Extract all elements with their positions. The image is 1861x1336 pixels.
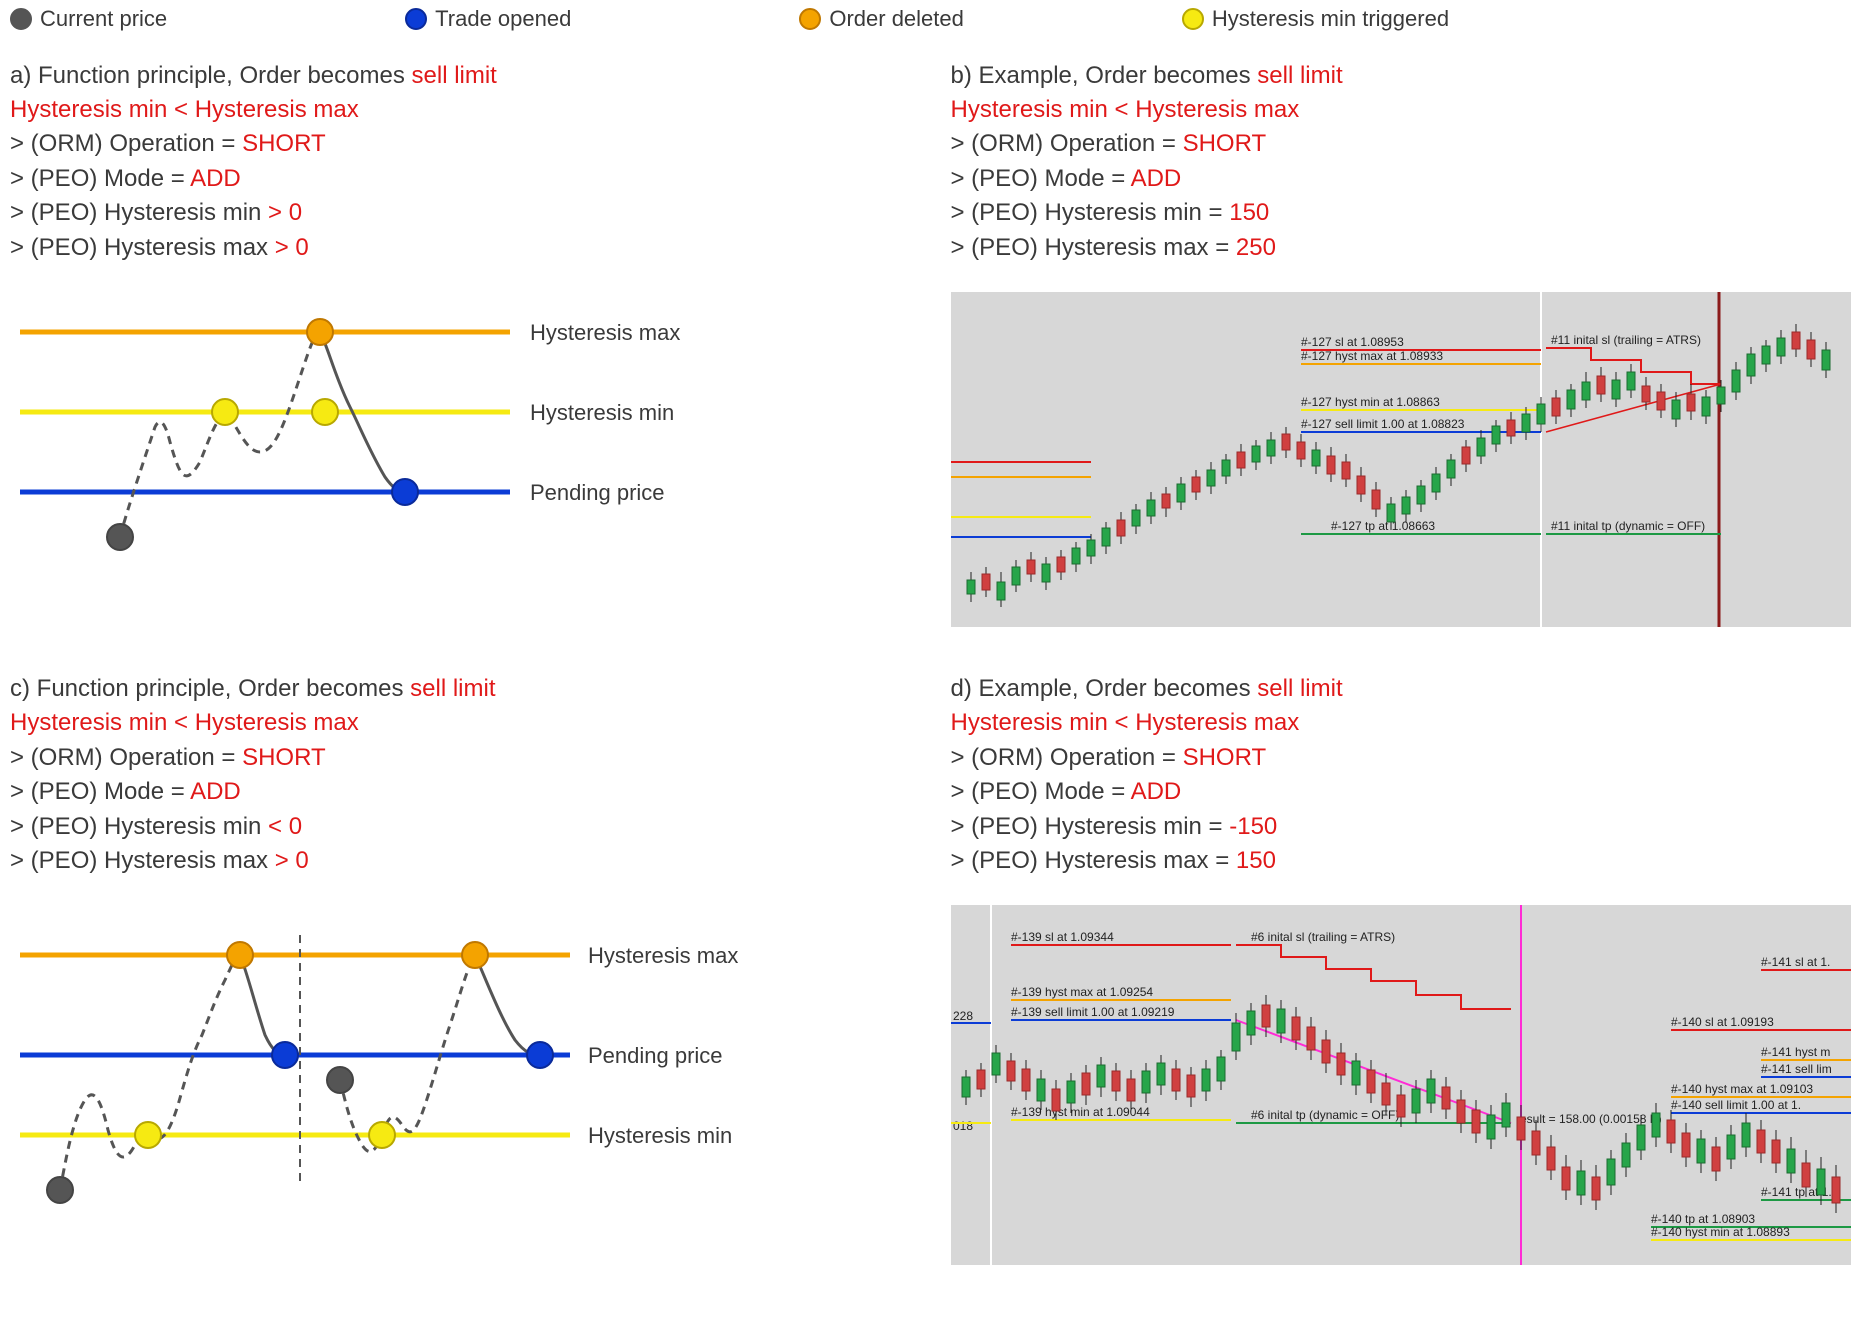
svg-text:#-127 hyst min at 1.08863: #-127 hyst min at 1.08863	[1301, 395, 1440, 409]
diagram-c: Hysteresis max Pending price Hysteresis …	[10, 905, 911, 1215]
panel-condition: Hysteresis min < Hysteresis max	[10, 707, 911, 739]
legend-item-current-price: Current price	[10, 4, 167, 34]
panel-line: > (PEO) Hysteresis min < 0	[10, 811, 911, 843]
panel-line: > (ORM) Operation = SHORT	[10, 742, 911, 774]
chart-d: #-139 sl at 1.09344 #-139 hyst max at 1.…	[951, 905, 1852, 1265]
svg-text:#-140 hyst max at 1.09103: #-140 hyst max at 1.09103	[1671, 1082, 1813, 1096]
panel-title: c) Function principle, Order becomes sel…	[10, 673, 911, 705]
panel-condition: Hysteresis min < Hysteresis max	[951, 707, 1852, 739]
svg-text:#-139 hyst max at 1.09254: #-139 hyst max at 1.09254	[1011, 985, 1153, 999]
panel-c-text: c) Function principle, Order becomes sel…	[10, 673, 911, 877]
label-pending: Pending price	[588, 1043, 723, 1068]
label-pending: Pending price	[530, 480, 665, 505]
panel-d: d) Example, Order becomes sell limit Hys…	[951, 673, 1852, 1265]
legend-label: Current price	[40, 4, 167, 34]
svg-text:#-127 hyst max at 1.08933: #-127 hyst max at 1.08933	[1301, 349, 1443, 363]
svg-text:#-127 tp at 1.08663: #-127 tp at 1.08663	[1331, 519, 1435, 533]
panel-a: a) Function principle, Order becomes sel…	[10, 60, 911, 627]
panel-line: > (PEO) Hysteresis min = -150	[951, 811, 1852, 843]
current-price-icon	[10, 8, 32, 30]
panel-condition: Hysteresis min < Hysteresis max	[951, 94, 1852, 126]
svg-text:#-139 sell limit 1.00 at 1.092: #-139 sell limit 1.00 at 1.09219	[1011, 1005, 1175, 1019]
svg-text:#-141 hyst m: #-141 hyst m	[1761, 1045, 1830, 1059]
panel-line: > (ORM) Operation = SHORT	[951, 742, 1852, 774]
panel-condition: Hysteresis min < Hysteresis max	[10, 94, 911, 126]
svg-text:#-127 sl at 1.08953: #-127 sl at 1.08953	[1301, 335, 1404, 349]
label-hyst-max: Hysteresis max	[530, 320, 680, 345]
hysteresis-min-icon	[1182, 8, 1204, 30]
svg-text:018: 018	[953, 1119, 973, 1133]
svg-text:#-140 hyst min at 1.08893: #-140 hyst min at 1.08893	[1651, 1225, 1790, 1239]
page: Current price Trade opened Order deleted…	[0, 0, 1861, 1285]
panel-title: d) Example, Order becomes sell limit	[951, 673, 1852, 705]
svg-text:#-140 sl at 1.09193: #-140 sl at 1.09193	[1671, 1015, 1774, 1029]
label-hyst-min: Hysteresis min	[530, 400, 674, 425]
panel-line: > (PEO) Hysteresis min > 0	[10, 197, 911, 229]
panel-line: > (PEO) Hysteresis max > 0	[10, 232, 911, 264]
diagram-a: Hysteresis max Hysteresis min Pending pr…	[10, 292, 911, 572]
svg-text:#11 inital sl (trailing = ATRS: #11 inital sl (trailing = ATRS)	[1551, 333, 1701, 347]
panel-line: > (PEO) Hysteresis max > 0	[10, 845, 911, 877]
order-deleted-icon	[799, 8, 821, 30]
content-grid: a) Function principle, Order becomes sel…	[10, 60, 1851, 1266]
panel-line: > (PEO) Mode = ADD	[10, 163, 911, 195]
legend-item-hysteresis-min: Hysteresis min triggered	[1182, 4, 1449, 34]
panel-line: > (PEO) Mode = ADD	[10, 776, 911, 808]
svg-text:#-127 sell limit 1.00 at 1.088: #-127 sell limit 1.00 at 1.08823	[1301, 417, 1465, 431]
panel-b: b) Example, Order becomes sell limit Hys…	[951, 60, 1852, 627]
panel-line: > (PEO) Hysteresis max = 150	[951, 845, 1852, 877]
svg-text:#6 inital tp (dynamic = OFF): #6 inital tp (dynamic = OFF)	[1251, 1108, 1399, 1122]
panel-line: > (PEO) Mode = ADD	[951, 163, 1852, 195]
panel-line: > (ORM) Operation = SHORT	[951, 128, 1852, 160]
panel-a-text: a) Function principle, Order becomes sel…	[10, 60, 911, 264]
legend-label: Trade opened	[435, 4, 571, 34]
legend-label: Order deleted	[829, 4, 964, 34]
panel-line: > (ORM) Operation = SHORT	[10, 128, 911, 160]
svg-text:#-141 sell lim: #-141 sell lim	[1761, 1062, 1832, 1076]
svg-text:#11 inital tp (dynamic = OFF): #11 inital tp (dynamic = OFF)	[1551, 519, 1705, 533]
svg-text:#-140 tp at 1.08903: #-140 tp at 1.08903	[1651, 1212, 1755, 1226]
panel-d-text: d) Example, Order becomes sell limit Hys…	[951, 673, 1852, 877]
panel-line: > (PEO) Hysteresis max = 250	[951, 232, 1852, 264]
svg-text:#-140 sell limit 1.00 at 1.: #-140 sell limit 1.00 at 1.	[1671, 1098, 1801, 1112]
panel-title: a) Function principle, Order becomes sel…	[10, 60, 911, 92]
svg-text:result = 158.00 (0.00158 P): result = 158.00 (0.00158 P)	[1516, 1112, 1662, 1126]
legend-item-trade-opened: Trade opened	[405, 4, 571, 34]
legend-item-order-deleted: Order deleted	[799, 4, 964, 34]
svg-text:#-141 sl at 1.: #-141 sl at 1.	[1761, 955, 1830, 969]
label-hyst-min: Hysteresis min	[588, 1123, 732, 1148]
legend-label: Hysteresis min triggered	[1212, 4, 1449, 34]
panel-line: > (PEO) Hysteresis min = 150	[951, 197, 1852, 229]
panel-line: > (PEO) Mode = ADD	[951, 776, 1852, 808]
svg-text:#-139 sl at 1.09344: #-139 sl at 1.09344	[1011, 930, 1114, 944]
svg-text:#-139 hyst min at 1.09044: #-139 hyst min at 1.09044	[1011, 1105, 1150, 1119]
chart-b: #-127 sl at 1.08953 #-127 hyst max at 1.…	[951, 292, 1852, 627]
panel-c: c) Function principle, Order becomes sel…	[10, 673, 911, 1265]
trade-opened-icon	[405, 8, 427, 30]
label-hyst-max: Hysteresis max	[588, 943, 738, 968]
svg-text:#6 inital sl (trailing = ATRS): #6 inital sl (trailing = ATRS)	[1251, 930, 1395, 944]
panel-b-text: b) Example, Order becomes sell limit Hys…	[951, 60, 1852, 264]
svg-text:228: 228	[953, 1009, 973, 1023]
panel-title: b) Example, Order becomes sell limit	[951, 60, 1852, 92]
legend: Current price Trade opened Order deleted…	[10, 0, 1851, 60]
